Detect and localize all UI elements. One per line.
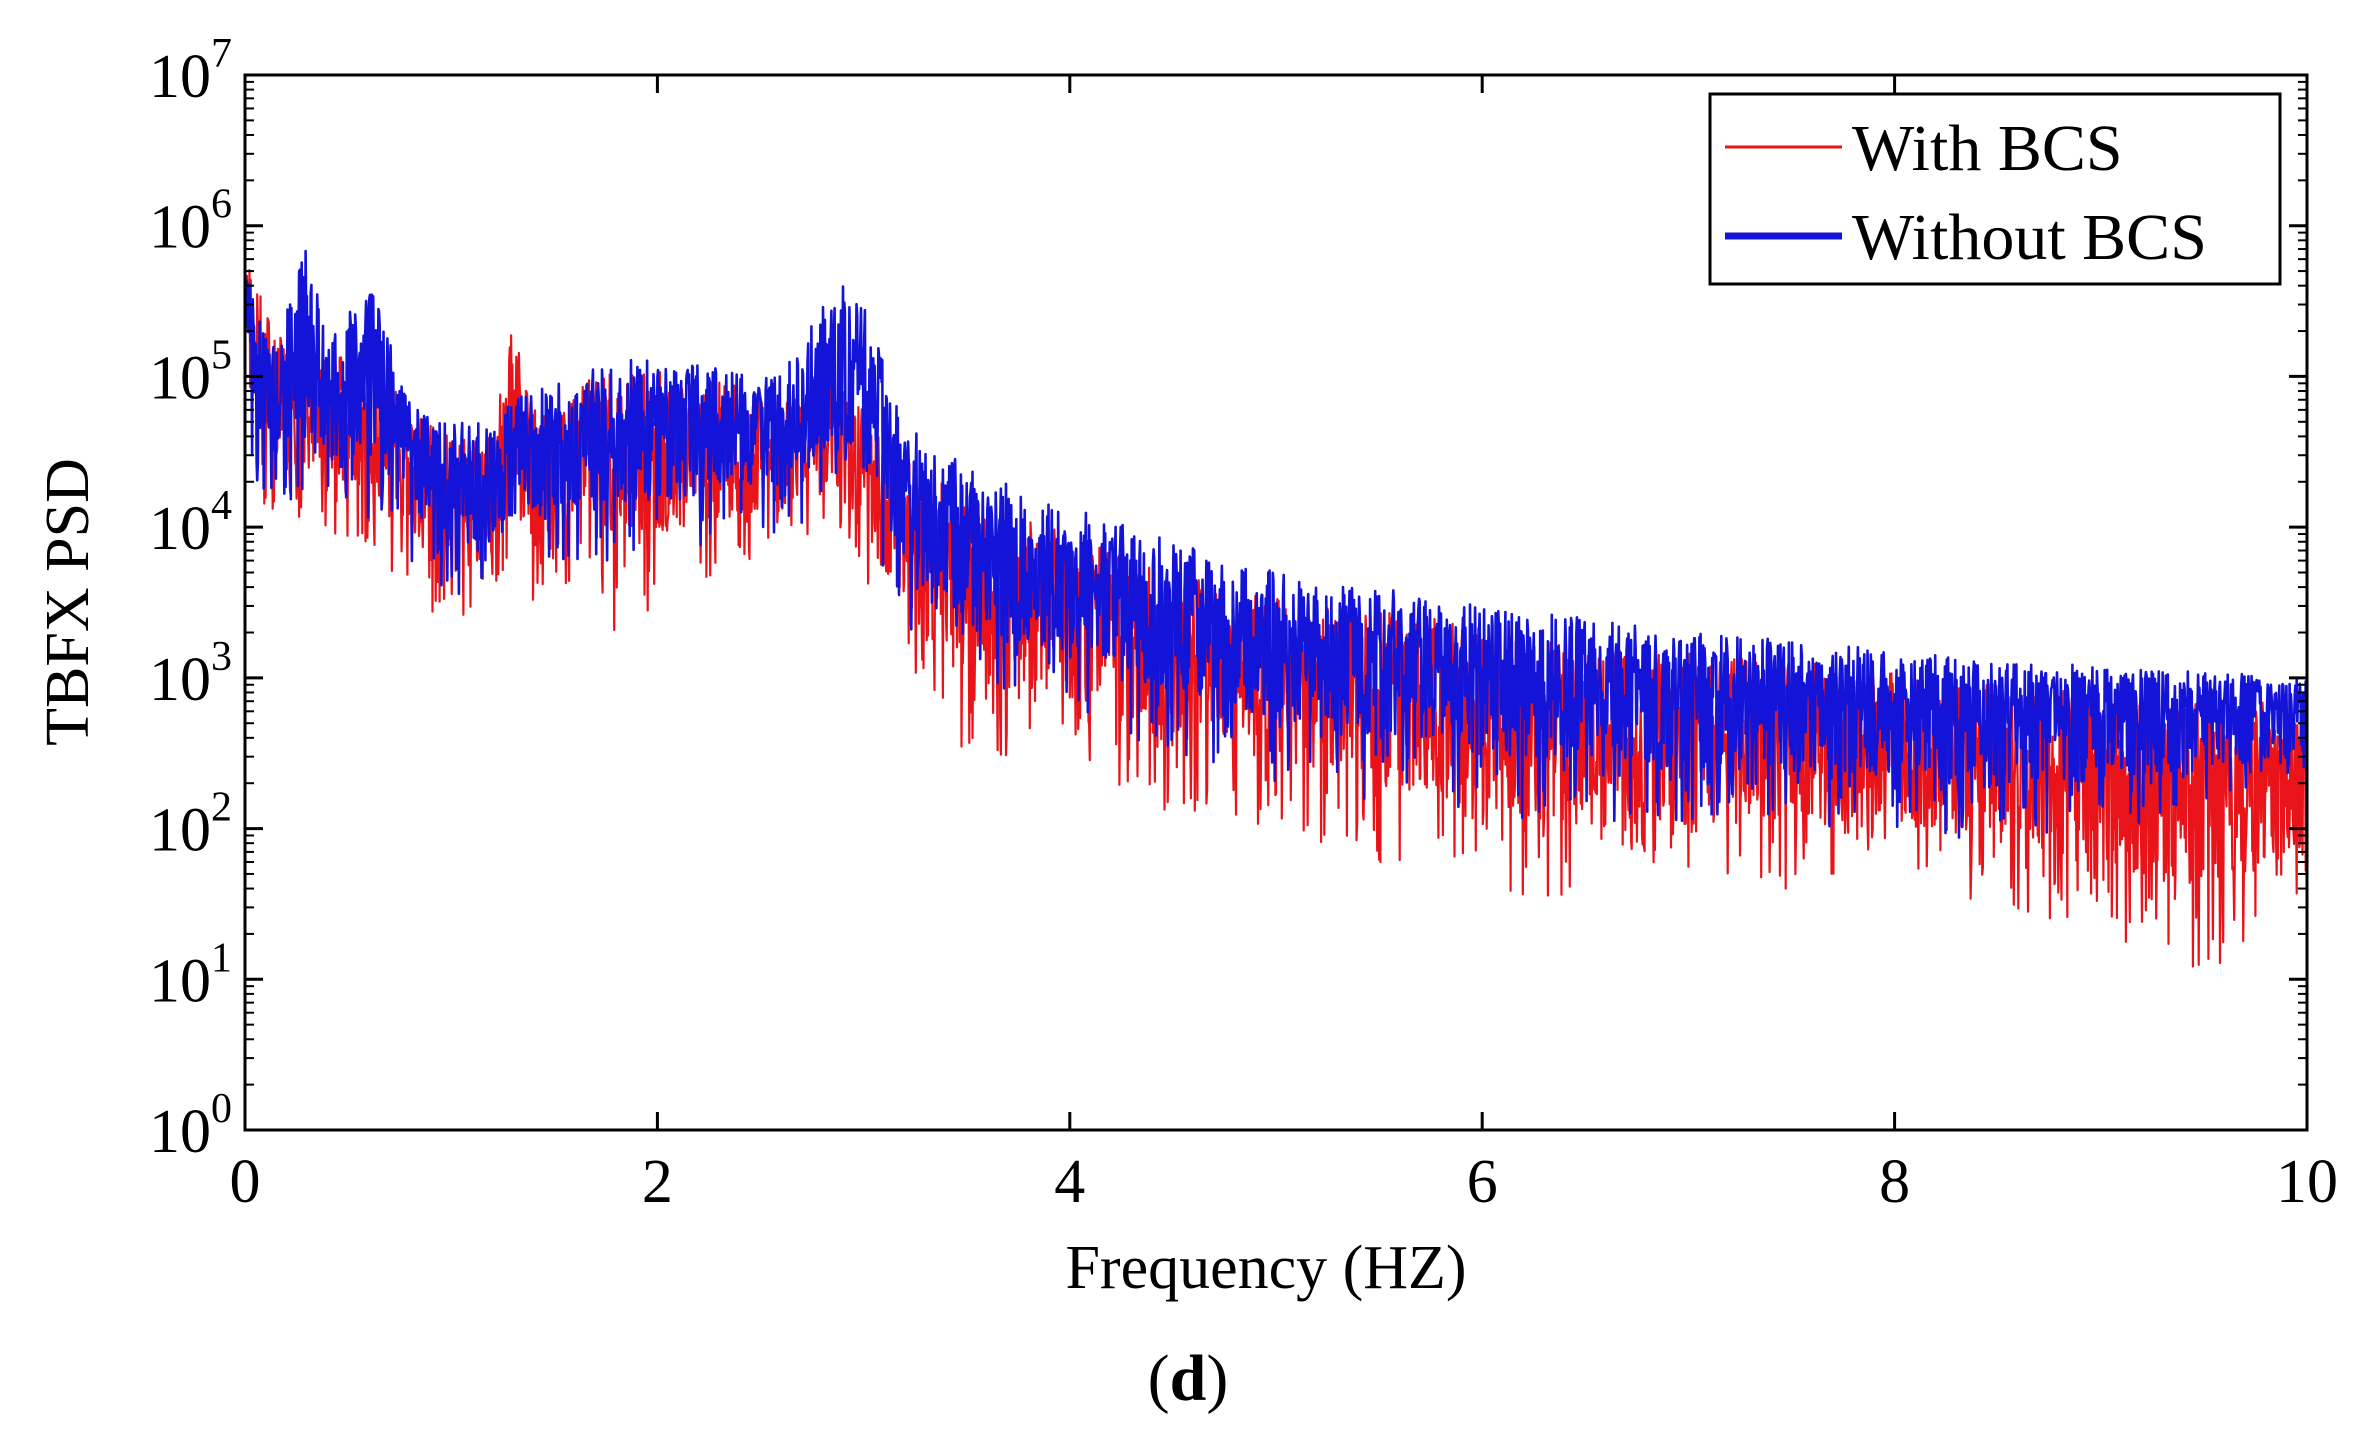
caption-open-paren: ( [1148, 1342, 1170, 1415]
series-line-without-bcs [243, 249, 2309, 839]
caption-letter: d [1170, 1342, 1207, 1415]
y-tick-label: 103 [149, 634, 232, 714]
y-tick-label: 104 [149, 483, 232, 563]
caption-close-paren: ) [1206, 1342, 1228, 1415]
legend-box [1708, 92, 2282, 286]
x-tick-label: 4 [1054, 1148, 1085, 1216]
figure-caption: (d) [1148, 1342, 1229, 1415]
legend: With BCS Without BCS [1708, 92, 2282, 286]
x-tick-label: 6 [1467, 1148, 1498, 1216]
y-tick-label: 101 [149, 935, 232, 1015]
y-tick-label: 107 [149, 31, 232, 111]
y-tick-label: 106 [149, 182, 232, 262]
y-tick-label: 105 [149, 332, 232, 412]
x-tick-label: 2 [642, 1148, 673, 1216]
y-tick-label: 100 [149, 1086, 232, 1166]
plot-frame [243, 73, 2309, 1132]
plot-series-group [243, 249, 2309, 968]
tick-label-group: 0 2 4 6 8 10 100 101 102 103 104 105 106 107 [149, 31, 2338, 1216]
tick-group [243, 73, 2309, 1132]
y-tick-label: 102 [149, 785, 232, 865]
legend-label-with-bcs: With BCS [1852, 112, 2123, 185]
x-tick-label: 8 [1879, 1148, 1910, 1216]
y-axis-label: TBFX PSD [34, 458, 102, 746]
x-axis-label: Frequency (HZ) [1065, 1234, 1466, 1302]
legend-label-without-bcs: Without BCS [1852, 201, 2207, 274]
x-tick-label: 10 [2276, 1148, 2338, 1216]
x-tick-label: 0 [230, 1148, 261, 1216]
